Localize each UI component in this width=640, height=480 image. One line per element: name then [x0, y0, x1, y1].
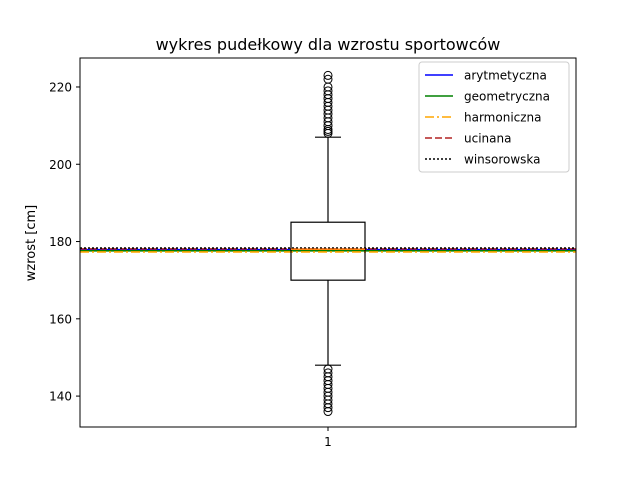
- outlier-point: [323, 368, 333, 378]
- y-tick-label: 180: [49, 235, 72, 249]
- y-tick-label: 200: [49, 158, 72, 172]
- y-tick-label: 160: [49, 312, 72, 326]
- y-tick-label: 220: [49, 80, 72, 94]
- y-axis-label: wzrost [cm]: [24, 205, 39, 281]
- legend-frame: [418, 61, 570, 173]
- legend-label-harmoniczna: harmoniczna: [464, 111, 542, 125]
- legend-label-ucinana: ucinana: [464, 132, 511, 146]
- legend: arytmetyczna geometryczna harmoniczna ucina…: [418, 61, 570, 173]
- chart-title: wykres pudełkowy dla wzrostu sportowców: [156, 35, 501, 54]
- legend-label-winsorowska: winsorowska: [464, 153, 541, 167]
- outlier-point: [323, 86, 333, 96]
- y-tick-label: 140: [49, 390, 72, 404]
- legend-label-geometryczna: geometryczna: [464, 90, 550, 104]
- plot-area: 140 160 180 200 220 1: [49, 57, 577, 449]
- legend-label-arytmetyczna: arytmetyczna: [464, 69, 547, 83]
- box-iqr: [290, 221, 366, 281]
- outlier-point: [323, 70, 333, 80]
- outlier-point: [323, 74, 333, 84]
- x-tick-label: 1: [324, 435, 332, 449]
- outlier-point: [323, 364, 333, 374]
